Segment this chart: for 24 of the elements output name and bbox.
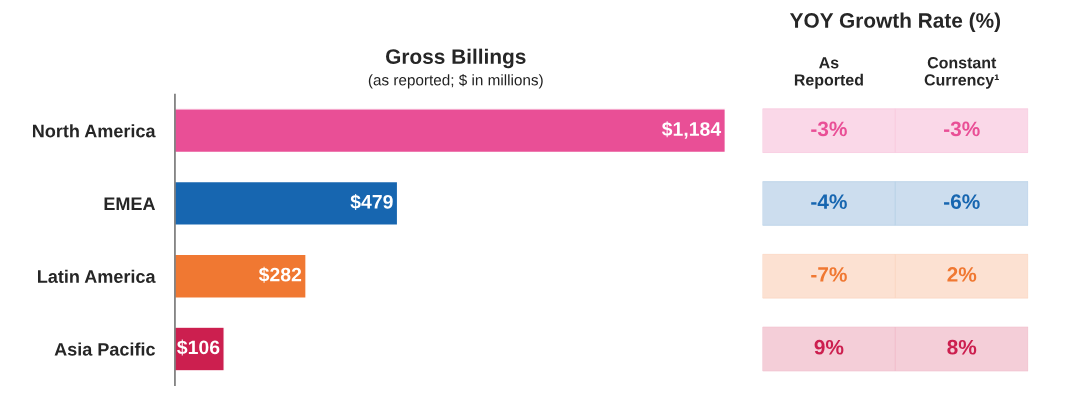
data-label: -7% — [811, 267, 847, 282]
data-label: $282 — [258, 266, 302, 283]
chart-title: Gross Billings — [386, 48, 526, 69]
chart-subtitle: (as reported; $ in millions) — [368, 74, 543, 89]
data-label: -3% — [811, 121, 847, 137]
data-label: $106 — [177, 339, 220, 356]
y-tick-label: Latin America — [38, 269, 156, 283]
data-label: 9% — [814, 339, 844, 355]
data-label: $1,184 — [661, 121, 722, 139]
data-label: 8% — [947, 339, 977, 355]
data-label: -6% — [944, 194, 980, 210]
data-label: -4% — [811, 194, 847, 210]
x-tick-label: Constant Currency¹ — [924, 57, 999, 89]
bar — [174, 253, 307, 299]
y-tick-label: Asia Pacific — [54, 342, 155, 356]
data-label: $479 — [350, 194, 393, 210]
bar — [174, 180, 399, 226]
x-tick-label: As Reported — [794, 57, 863, 89]
y-tick-label: North America — [32, 124, 156, 138]
y-tick-label: EMEA — [104, 197, 156, 210]
bar — [174, 108, 727, 154]
data-label: 2% — [947, 267, 977, 282]
chart-title: YOY Growth Rate (%) — [789, 12, 1001, 32]
data-label: -3% — [944, 121, 980, 137]
